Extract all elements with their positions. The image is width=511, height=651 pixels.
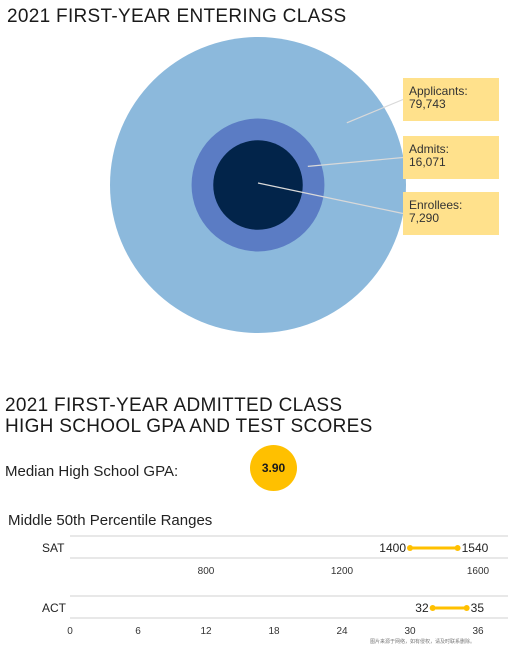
range-low-point-act xyxy=(429,605,436,611)
leader-line-admits xyxy=(307,156,404,167)
axis-tick-sat: 1600 xyxy=(467,566,490,577)
axis-tick-act: 6 xyxy=(135,626,141,637)
leader-line-enrollees xyxy=(257,182,404,215)
leader-line-applicants xyxy=(346,98,404,124)
range-low-point-sat xyxy=(407,545,413,551)
gpa-label: Median High School GPA: xyxy=(5,463,179,480)
admitted-class-title-text: 2021 FIRST-YEAR ADMITTED CLASS HIGH SCHO… xyxy=(5,395,373,437)
callout-label-admits: Admits: xyxy=(409,142,449,156)
range-low-label-act: 32 xyxy=(415,601,429,615)
callout-box-applicants xyxy=(403,78,499,121)
axis-tick-act: 24 xyxy=(336,626,348,637)
range-high-label-act: 35 xyxy=(471,601,485,615)
callout-label-enrollees: Enrollees: xyxy=(409,198,462,212)
axis-tick-sat: 800 xyxy=(198,566,215,577)
axis-tick-act: 36 xyxy=(472,626,484,637)
callout-value-applicants: 79,743 xyxy=(409,97,446,111)
row-label-act: ACT xyxy=(42,601,67,615)
callout-value-admits: 16,071 xyxy=(409,155,446,169)
percentile-ranges-label: Middle 50th Percentile Ranges xyxy=(8,512,213,529)
callout-value-enrollees: 7,290 xyxy=(409,211,439,225)
entering-class-chart: Applicants:79,743 Admits:16,071 Enrollees:… xyxy=(110,37,499,333)
callout-label-applicants: Applicants: xyxy=(409,84,468,98)
watermark: 图片来源于网络，如有侵权，请及时联系删除。 xyxy=(369,639,475,645)
axis-tick-act: 12 xyxy=(200,626,212,637)
range-high-point-sat xyxy=(454,545,461,551)
range-high-label-sat: 1540 xyxy=(462,541,489,555)
admitted-class-title: 2021 FIRST-YEAR ADMITTED CLASS HIGH SCHO… xyxy=(5,395,375,437)
entering-class-title: 2021 FIRST-YEAR ENTERING CLASS xyxy=(7,6,347,27)
axis-tick-act: 0 xyxy=(67,626,73,637)
axis-tick-sat: 1200 xyxy=(331,566,354,577)
range-high-point-act xyxy=(463,605,470,611)
circle-enrollees xyxy=(213,140,303,230)
callout-box-enrollees xyxy=(403,192,499,235)
gpa-badge: 3.90 xyxy=(250,445,297,491)
axis-tick-act: 30 xyxy=(404,626,416,637)
axis-tick-act: 18 xyxy=(268,626,280,637)
callout-box-admits xyxy=(403,136,499,179)
row-label-sat: SAT xyxy=(42,541,65,555)
range-low-label-sat: 1400 xyxy=(379,541,406,555)
